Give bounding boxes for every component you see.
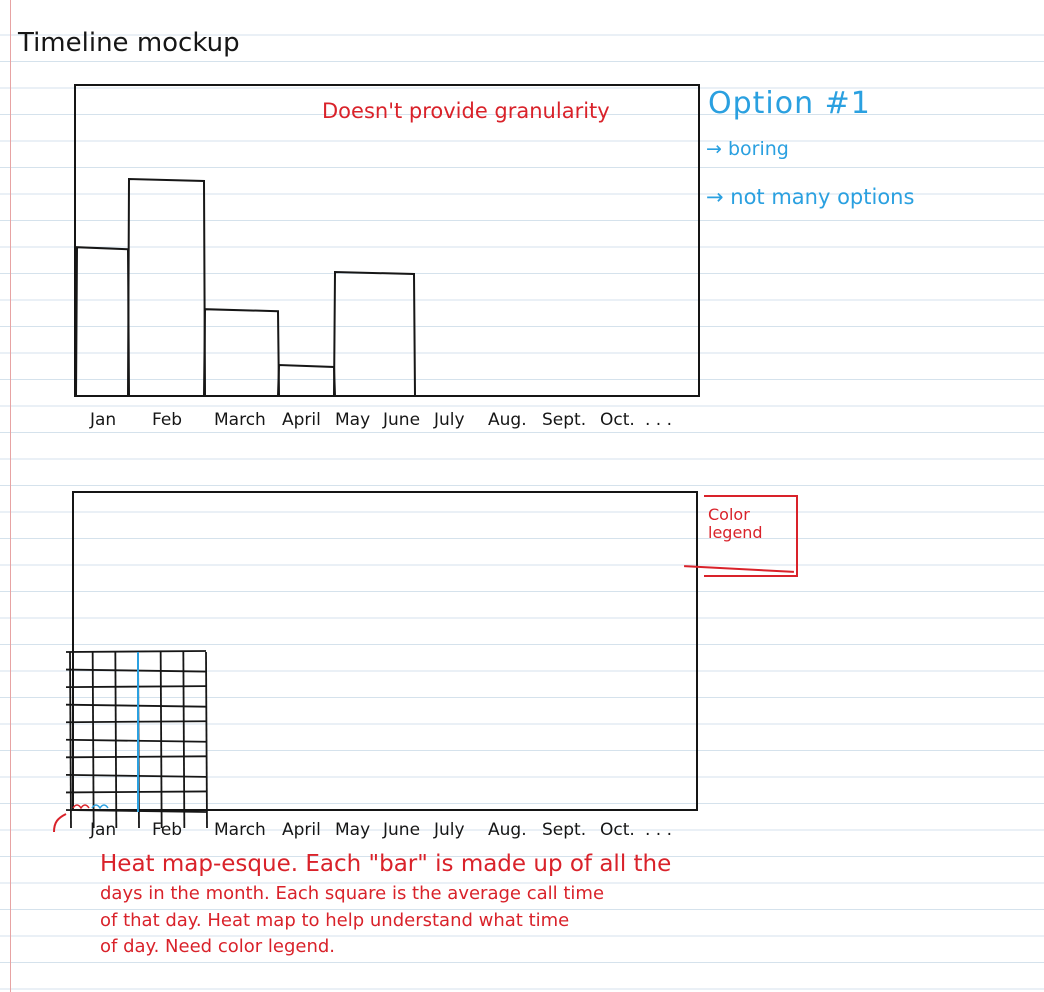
description-line: of day. Need color legend. <box>100 936 335 958</box>
heatmap-row-line <box>65 773 207 778</box>
month-label: July <box>434 410 465 430</box>
color-legend-label: Color legend <box>708 505 763 542</box>
month-label: Oct. <box>600 410 635 430</box>
description-line: days in the month. Each square is the av… <box>100 883 605 905</box>
heatmap-row-line <box>65 738 207 743</box>
month-label: June <box>383 820 421 840</box>
month-label: March <box>214 820 266 840</box>
heatmap-row-line <box>65 703 207 708</box>
heatmap-row-line <box>65 809 207 813</box>
month-label: March <box>214 410 266 430</box>
month-label: May <box>335 820 371 840</box>
heatmap-column-line <box>182 651 186 829</box>
option-heading: Option #1 <box>708 86 871 121</box>
heatmap-description: Heat map-esque. Each "bar" is made up of… <box>100 847 1000 961</box>
page-title: Timeline mockup <box>18 28 240 58</box>
month-label: Sept. <box>542 820 587 840</box>
month-label: Aug. <box>488 820 527 840</box>
description-line: of that day. Heat map to help understand… <box>100 909 570 931</box>
month-label: July <box>434 820 465 840</box>
description-line: Heat map-esque. Each "bar" is made up of… <box>100 851 672 877</box>
month-label: June <box>383 410 421 430</box>
month-label: May <box>335 410 371 430</box>
heatmap-row-line <box>65 720 207 724</box>
month-label: Oct. <box>600 820 635 840</box>
heatmap-chart-frame <box>72 491 698 811</box>
bar-feb <box>127 177 206 397</box>
notebook-margin-line <box>10 0 11 992</box>
granularity-note: Doesn't provide granularity <box>322 99 610 123</box>
heatmap-column-line <box>159 651 163 829</box>
heatmap-row-line <box>65 650 207 653</box>
month-label: Aug. <box>488 410 527 430</box>
month-label: Jan <box>90 820 117 840</box>
heatmap-column-line <box>114 651 118 829</box>
bar-chart-frame <box>74 84 700 397</box>
month-label: Jan <box>90 410 117 430</box>
heatmap-row-line <box>65 790 207 794</box>
heatmap-column-line <box>91 651 95 829</box>
ellipsis: . . . <box>645 820 673 840</box>
heatmap-column-line <box>69 651 72 829</box>
bar-may <box>333 270 416 397</box>
heatmap-color-sample <box>91 804 109 810</box>
heatmap-row-line <box>65 685 207 689</box>
option-bullet-not-many-options: → not many options <box>706 185 915 209</box>
month-label: April <box>282 820 321 840</box>
option-bullet-boring: → boring <box>706 138 789 160</box>
ellipsis: . . . <box>645 410 673 430</box>
month-label: Feb <box>152 820 183 840</box>
heatmap-row-line <box>65 755 207 759</box>
month-label: Feb <box>152 410 183 430</box>
heatmap-column-line <box>205 651 208 829</box>
corner-arrow-icon <box>53 813 67 833</box>
bar-march <box>203 308 280 397</box>
heatmap-row-line <box>65 668 207 673</box>
month-label: Sept. <box>542 410 587 430</box>
heatmap-color-sample <box>72 804 90 810</box>
month-label: April <box>282 410 321 430</box>
color-legend-box <box>704 495 798 577</box>
